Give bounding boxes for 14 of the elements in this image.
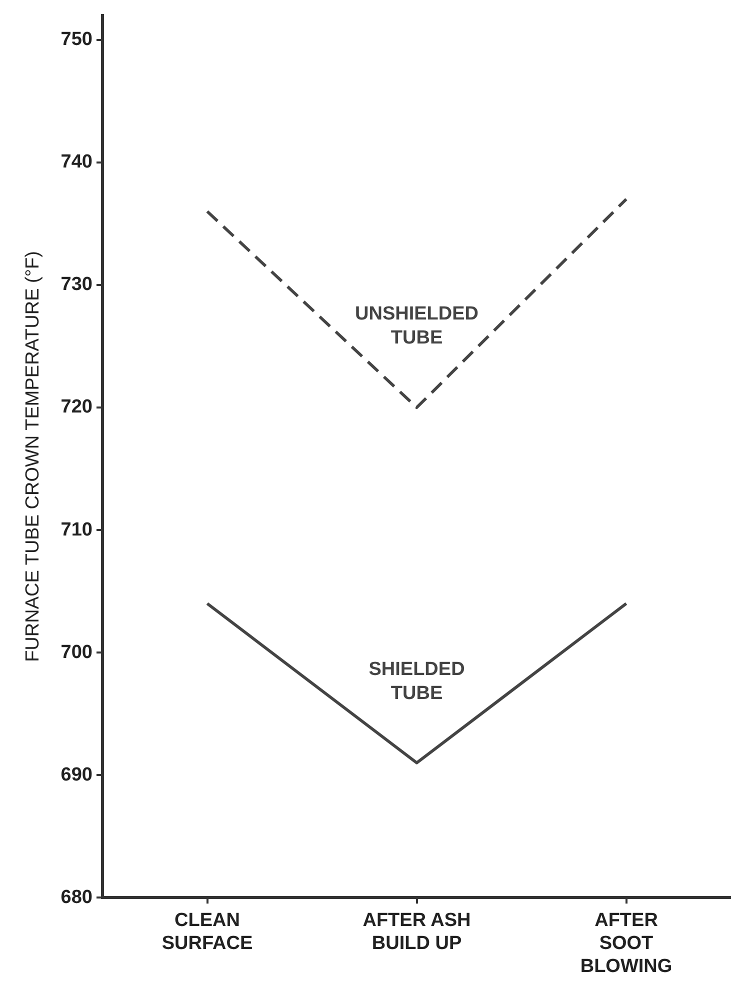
y-tick-label: 730 bbox=[60, 274, 92, 296]
y-axis-title: FURNACE TUBE CROWN TEMPERATURE (°F) bbox=[22, 251, 44, 662]
y-tick-label: 740 bbox=[60, 152, 92, 173]
y-tick-label: 690 bbox=[60, 764, 92, 786]
x-tick-label: CLEAN SURFACE bbox=[162, 910, 253, 954]
y-tick-label: 720 bbox=[60, 396, 92, 418]
y-tick-label: 700 bbox=[60, 642, 92, 663]
x-tick-label: AFTER SOOT BLOWING bbox=[580, 910, 672, 977]
y-tick-label: 710 bbox=[60, 519, 92, 540]
series-label: SHIELDED TUBE bbox=[368, 658, 465, 704]
series-label: UNSHIELDED TUBE bbox=[354, 303, 479, 348]
x-tick-label: AFTER ASH BUILD UP bbox=[362, 910, 471, 954]
y-tick-label: 750 bbox=[60, 29, 92, 50]
y-tick-label: 680 bbox=[60, 886, 92, 908]
